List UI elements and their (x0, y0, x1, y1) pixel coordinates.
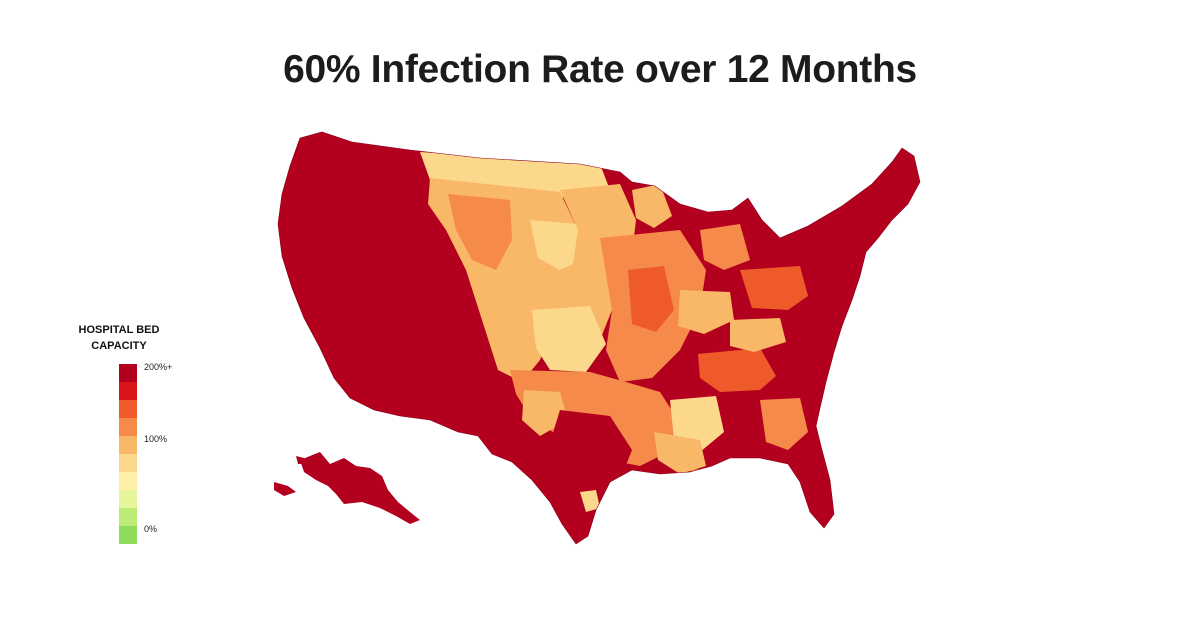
hawaii-island (296, 456, 306, 464)
legend-color-scale (119, 364, 137, 544)
legend-swatch (119, 436, 137, 454)
us-capacity-map (274, 131, 921, 545)
legend-tick-label: 100% (144, 434, 168, 444)
region-upper-midwest (632, 184, 672, 228)
region-ohio (700, 224, 750, 270)
region-appalachia (740, 266, 808, 310)
legend-tick-label: 200%+ (144, 362, 173, 372)
legend-tick-label: 0% (144, 524, 158, 534)
region-plains-moderate (448, 194, 512, 270)
region-mississippi (654, 432, 706, 474)
legend-swatch (119, 382, 137, 400)
legend-swatch (119, 508, 137, 526)
region-dakota-pale (530, 220, 582, 270)
legend-title-line2: CAPACITY (91, 340, 147, 352)
region-georgia (760, 398, 808, 450)
legend: HOSPITAL BED CAPACITY 200%+ 100% 0% (78, 322, 198, 544)
region-kansas-pale (532, 306, 606, 372)
region-tennessee (698, 348, 776, 392)
legend-title: HOSPITAL BED CAPACITY (78, 322, 160, 354)
legend-swatch (119, 418, 137, 436)
map-title: 60% Infection Rate over 12 Months (283, 48, 917, 91)
legend-swatch (119, 526, 137, 544)
legend-swatch (119, 454, 137, 472)
alaska-region (300, 452, 420, 524)
region-texas-gulf (580, 490, 600, 512)
legend-swatch (119, 364, 137, 382)
legend-title-line1: HOSPITAL BED (78, 324, 160, 336)
legend-swatch (119, 472, 137, 490)
legend-swatch (119, 490, 137, 508)
region-texas-core (552, 410, 632, 500)
legend-swatch (119, 400, 137, 418)
region-midwest-red (628, 266, 674, 332)
region-kentucky-pale (730, 318, 786, 352)
hawaii-region (274, 482, 296, 496)
region-iowa (678, 290, 734, 334)
